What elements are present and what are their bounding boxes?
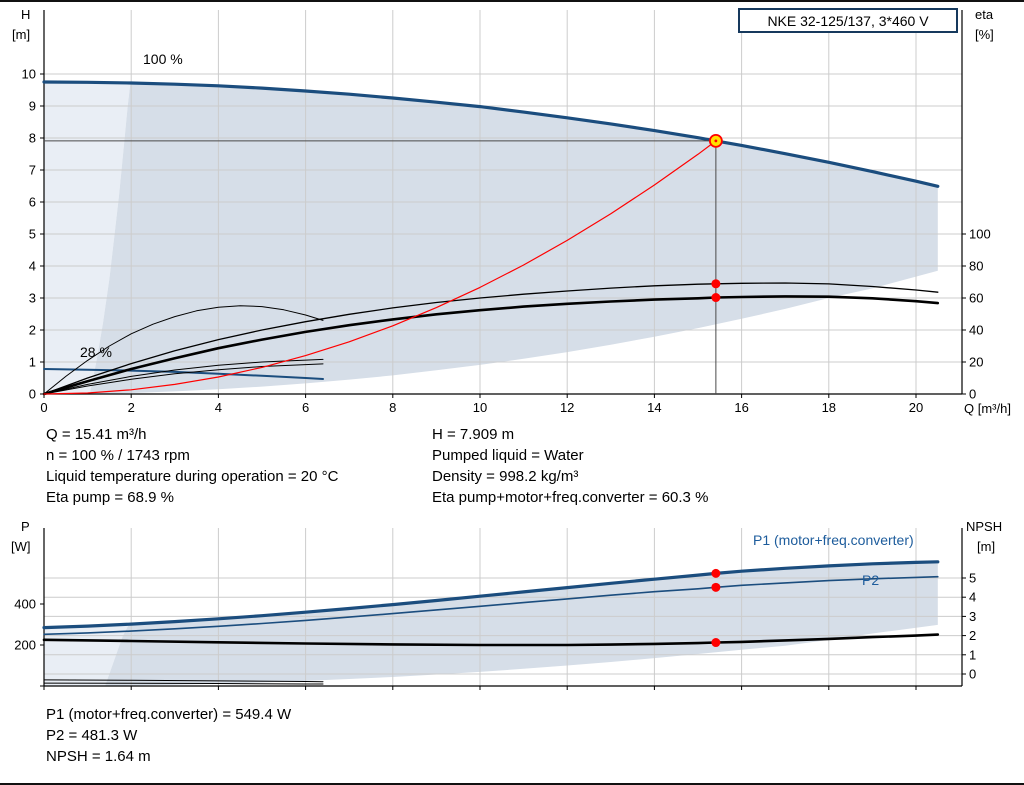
svg-text:6: 6 (302, 400, 309, 415)
npsh-axis-title: NPSH (966, 519, 1003, 534)
info-eta-total: Eta pump+motor+freq.converter = 60.3 % (432, 489, 709, 506)
info-temperature: Liquid temperature during operation = 20… (46, 468, 339, 485)
svg-text:10: 10 (22, 67, 36, 82)
svg-text:60: 60 (969, 291, 983, 306)
svg-text:9: 9 (29, 99, 36, 114)
svg-text:3: 3 (29, 291, 36, 306)
p-axis-unit: [W] (11, 539, 31, 554)
eta-axis-title: eta (975, 7, 994, 22)
svg-text:16: 16 (734, 400, 748, 415)
p2-curve-label: P2 (862, 572, 880, 588)
svg-text:100: 100 (969, 227, 991, 242)
p1-curve-label: P1 (motor+freq.converter) (753, 532, 914, 548)
svg-text:3: 3 (969, 609, 976, 624)
svg-text:7: 7 (29, 163, 36, 178)
pump-model-box: NKE 32-125/137, 3*460 V (738, 8, 958, 33)
svg-text:0: 0 (29, 387, 36, 402)
svg-text:0: 0 (969, 387, 976, 402)
result-p1: P1 (motor+freq.converter) = 549.4 W (46, 706, 292, 723)
svg-text:4: 4 (215, 400, 222, 415)
npsh-axis-unit: [m] (977, 539, 996, 554)
svg-text:12: 12 (560, 400, 574, 415)
svg-text:200: 200 (14, 638, 36, 653)
info-h: H = 7.909 m (432, 426, 515, 443)
svg-text:18: 18 (822, 400, 836, 415)
svg-text:5: 5 (29, 227, 36, 242)
svg-text:20: 20 (909, 400, 923, 415)
result-p2: P2 = 481.3 W (46, 727, 138, 744)
info-density: Density = 998.2 kg/m³ (432, 468, 579, 485)
speed-100-label: 100 % (143, 51, 183, 67)
svg-text:400: 400 (14, 597, 36, 612)
p-axis-title: P (21, 519, 30, 534)
svg-text:4: 4 (29, 259, 36, 274)
svg-text:40: 40 (969, 323, 983, 338)
svg-text:14: 14 (647, 400, 661, 415)
info-speed: n = 100 % / 1743 rpm (46, 447, 190, 464)
svg-text:10: 10 (473, 400, 487, 415)
svg-text:2: 2 (29, 323, 36, 338)
svg-text:2: 2 (969, 628, 976, 643)
svg-text:8: 8 (389, 400, 396, 415)
info-liquid: Pumped liquid = Water (432, 447, 584, 464)
pump-model-label: NKE 32-125/137, 3*460 V (767, 12, 929, 29)
svg-text:2: 2 (128, 400, 135, 415)
svg-text:0: 0 (969, 667, 976, 682)
q-axis-title: Q [m³/h] (964, 401, 1011, 416)
result-npsh: NPSH = 1.64 m (46, 748, 151, 765)
svg-text:8: 8 (29, 131, 36, 146)
svg-text:80: 80 (969, 259, 983, 274)
svg-text:1: 1 (969, 647, 976, 662)
svg-text:1: 1 (29, 355, 36, 370)
svg-text:20: 20 (969, 355, 983, 370)
h-axis-unit: [m] (12, 27, 31, 42)
svg-text:5: 5 (969, 571, 976, 586)
svg-text:0: 0 (40, 400, 47, 415)
speed-28-label: 28 % (80, 344, 112, 360)
svg-text:4: 4 (969, 590, 976, 605)
svg-text:6: 6 (29, 195, 36, 210)
eta-axis-unit: [%] (975, 27, 994, 42)
h-axis-title: H (21, 7, 31, 22)
info-eta-pump: Eta pump = 68.9 % (46, 489, 174, 506)
info-q: Q = 15.41 m³/h (46, 426, 147, 443)
